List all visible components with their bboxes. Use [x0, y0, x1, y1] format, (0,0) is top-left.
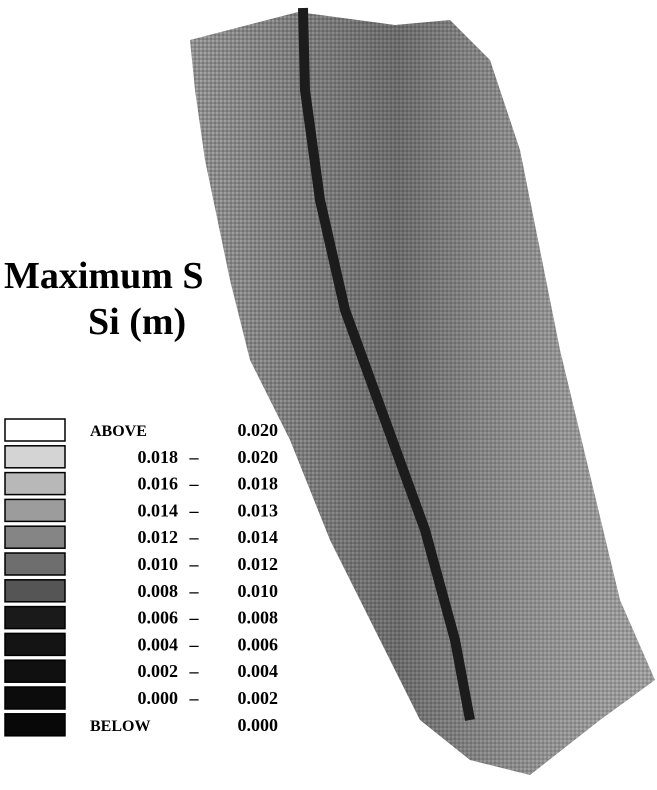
legend-high: 0.004 — [238, 661, 279, 681]
legend-high: 0.013 — [238, 500, 279, 520]
legend-sep: – — [189, 527, 200, 547]
legend-low: 0.002 — [138, 661, 179, 681]
legend-high: 0.018 — [238, 474, 279, 494]
legend-sep: – — [189, 474, 200, 494]
legend-sep: – — [189, 500, 200, 520]
legend-sep: – — [189, 447, 200, 467]
legend-low: 0.008 — [138, 581, 179, 601]
legend-low: 0.006 — [138, 608, 179, 628]
legend-swatch — [4, 579, 66, 603]
legend-swatch — [4, 498, 66, 523]
legend-swatch — [4, 686, 66, 710]
legend-sep: – — [189, 581, 200, 601]
legend: ABOVE 0.0200.018–0.0200.016–0.0180.014–0.… — [4, 418, 279, 737]
legend-sep: – — [189, 554, 200, 574]
map-area — [190, 7, 655, 775]
legend-sep: – — [189, 634, 200, 654]
title-line-1: Maximum S — [4, 255, 204, 297]
legend-swatch — [4, 418, 66, 442]
legend-swatch — [4, 471, 66, 496]
legend-swatch — [4, 445, 66, 469]
legend-low: 0.010 — [138, 554, 179, 574]
legend-high: 0.006 — [238, 634, 279, 654]
legend-swatch — [4, 659, 66, 683]
legend-sep: – — [189, 688, 200, 708]
legend-low: BELOW — [90, 718, 150, 735]
legend-swatch — [4, 605, 66, 630]
legend-low: 0.012 — [138, 527, 179, 547]
legend-high: 0.012 — [238, 554, 279, 574]
legend-low: ABOVE — [90, 423, 147, 440]
legend-low: 0.018 — [138, 447, 179, 467]
legend-swatch — [4, 632, 66, 657]
legend-swatch — [4, 713, 66, 737]
legend-sep: – — [189, 661, 200, 681]
legend-high: 0.008 — [238, 608, 279, 628]
legend-high: 0.020 — [238, 420, 279, 440]
legend-high: 0.010 — [238, 581, 279, 601]
legend-swatch — [4, 525, 66, 549]
legend-swatch — [4, 552, 66, 576]
legend-high: 0.014 — [238, 527, 279, 547]
legend-low: 0.016 — [138, 474, 179, 494]
legend-high: 0.000 — [238, 715, 279, 735]
legend-low: 0.000 — [138, 688, 179, 708]
legend-high: 0.020 — [238, 447, 279, 467]
legend-low: 0.004 — [138, 634, 179, 654]
legend-high: 0.002 — [238, 688, 279, 708]
legend-low: 0.014 — [138, 500, 179, 520]
title-line-2: Si (m) — [88, 301, 186, 343]
legend-sep: – — [189, 608, 200, 628]
